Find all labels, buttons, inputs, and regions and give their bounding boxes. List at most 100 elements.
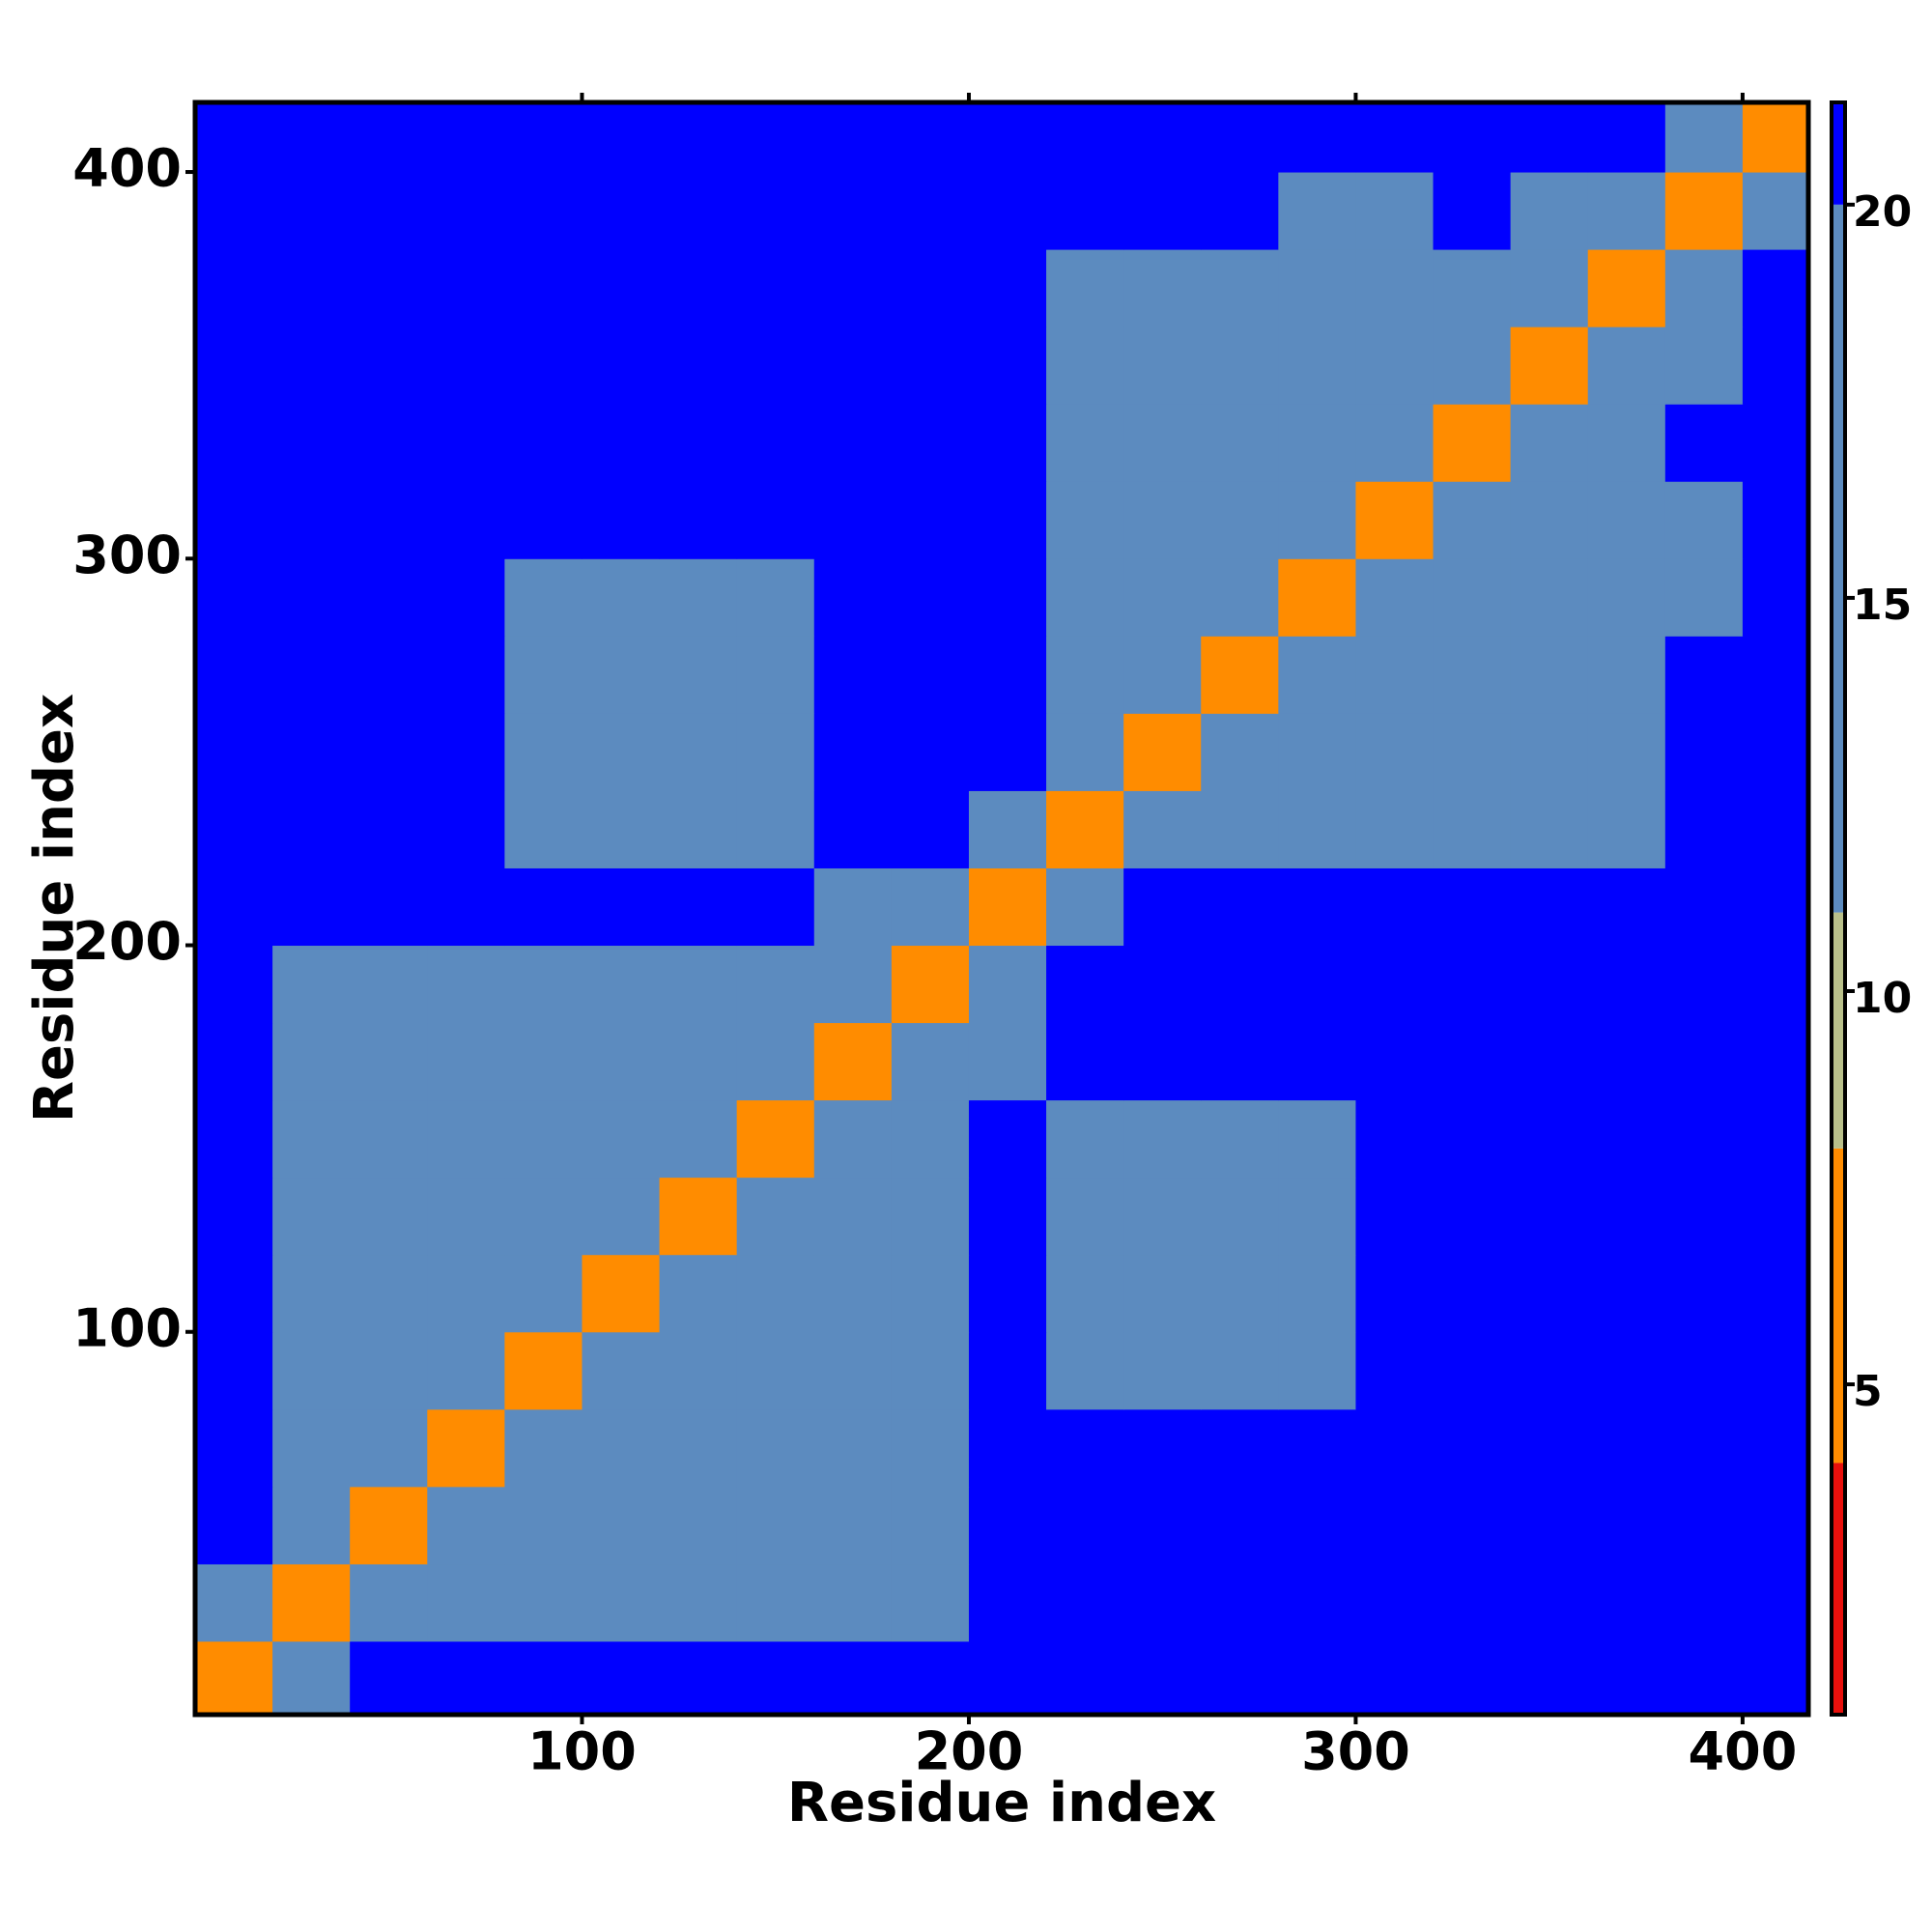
heatmap-cell [504, 1408, 582, 1488]
heatmap-cell [1355, 558, 1435, 637]
heatmap-cell [813, 249, 893, 327]
heatmap-cell [195, 867, 273, 947]
heatmap-cell [1664, 1177, 1744, 1256]
x-tick-label: 200 [915, 1721, 1024, 1782]
heatmap-cell [195, 945, 273, 1024]
heatmap-cell [272, 713, 351, 791]
heatmap-cell [659, 1022, 738, 1101]
heatmap-cell [1510, 249, 1589, 327]
heatmap-cell [736, 790, 815, 868]
heatmap-cell [1201, 1408, 1279, 1488]
heatmap-cell [1278, 481, 1356, 559]
heatmap-cell [427, 1177, 505, 1256]
heatmap-cell [350, 713, 428, 791]
heatmap-cell [427, 1022, 505, 1101]
heatmap-cell [1742, 249, 1808, 327]
heatmap-cell [1664, 481, 1744, 559]
heatmap-cell [1123, 1099, 1202, 1179]
heatmap-cell [427, 558, 505, 637]
heatmap-cell [582, 172, 661, 250]
heatmap-cell [1742, 1177, 1808, 1256]
heatmap-cell [427, 1408, 505, 1488]
heatmap-cell [1433, 945, 1512, 1024]
heatmap-cell [1123, 327, 1202, 405]
heatmap-cell [968, 1254, 1047, 1333]
heatmap-cell [1201, 1254, 1279, 1333]
heatmap-cell [1664, 1486, 1744, 1565]
heatmap-cell [1433, 249, 1512, 327]
heatmap-cell [1123, 1486, 1202, 1565]
heatmap-cell [813, 945, 893, 1024]
heatmap-cell [891, 1563, 970, 1642]
heatmap-cell [1278, 404, 1356, 482]
heatmap-cell [1046, 1331, 1124, 1410]
heatmap-cell [1510, 481, 1589, 559]
heatmap-cell [1201, 1022, 1279, 1101]
heatmap-cell [968, 1563, 1047, 1642]
heatmap-cell [1355, 945, 1435, 1024]
heatmap-cell [350, 945, 428, 1024]
heatmap-cell [1046, 1640, 1124, 1715]
heatmap-cell [1278, 1563, 1356, 1642]
heatmap-cell [736, 1408, 815, 1488]
heatmap-cell [1278, 790, 1356, 868]
heatmap-cell [1433, 636, 1512, 714]
heatmap-cell [272, 1331, 351, 1410]
heatmap-cell [891, 327, 970, 405]
heatmap-cell [891, 1408, 970, 1488]
heatmap-cell [659, 481, 738, 559]
heatmap-cell [659, 867, 738, 947]
heatmap-cell [195, 1331, 273, 1410]
heatmap-cell [350, 1099, 428, 1179]
heatmap-cell [1433, 1177, 1512, 1256]
heatmap-cell [272, 1022, 351, 1101]
heatmap-cell [1510, 102, 1589, 173]
heatmap-cell [1742, 327, 1808, 405]
y-axis-title: Residue index [23, 694, 86, 1122]
heatmap-cell [1587, 249, 1666, 327]
heatmap-cell [195, 1177, 273, 1256]
heatmap-cell [968, 1408, 1047, 1488]
heatmap-cell [1355, 790, 1435, 868]
heatmap-cell [504, 1254, 582, 1333]
heatmap-cell [582, 1331, 661, 1410]
heatmap-cell [1510, 172, 1589, 250]
heatmap-cell [1355, 636, 1435, 714]
heatmap-cell [1587, 867, 1666, 947]
heatmap-cell [1510, 1099, 1589, 1179]
heatmap-cell [1587, 1254, 1666, 1333]
heatmap-cell [659, 327, 738, 405]
heatmap-cell [1664, 1408, 1744, 1488]
heatmap-cell [1355, 1022, 1435, 1101]
heatmap-cell [968, 1486, 1047, 1565]
heatmap-cell [427, 945, 505, 1024]
heatmap-cell [504, 790, 582, 868]
heatmap-cell [504, 713, 582, 791]
heatmap-cell [195, 327, 273, 405]
heatmap-cell [736, 249, 815, 327]
y-tick-label: 400 [72, 138, 182, 199]
colorbar-segment [1832, 912, 1845, 1149]
heatmap-cell [427, 327, 505, 405]
heatmap-cell [195, 102, 273, 173]
heatmap-cell [427, 1640, 505, 1715]
heatmap-cell [1046, 1099, 1124, 1179]
heatmap-cell [1510, 1177, 1589, 1256]
heatmap-cell [659, 172, 738, 250]
y-tick-label: 200 [72, 911, 182, 972]
heatmap-cell [1355, 1408, 1435, 1488]
heatmap-cell [427, 172, 505, 250]
heatmap-cell [272, 1099, 351, 1179]
heatmap-cell [891, 636, 970, 714]
heatmap-cell [813, 1254, 893, 1333]
heatmap-cell [1355, 172, 1435, 250]
heatmap-cell [1742, 790, 1808, 868]
heatmap-cell [1742, 1563, 1808, 1642]
heatmap-cell [504, 1563, 582, 1642]
heatmap-cell [1742, 867, 1808, 947]
heatmap-cell [272, 1177, 351, 1256]
heatmap-cell [195, 1254, 273, 1333]
heatmap-cell [427, 249, 505, 327]
heatmap-cell [1664, 249, 1744, 327]
heatmap-cell [1046, 327, 1124, 405]
